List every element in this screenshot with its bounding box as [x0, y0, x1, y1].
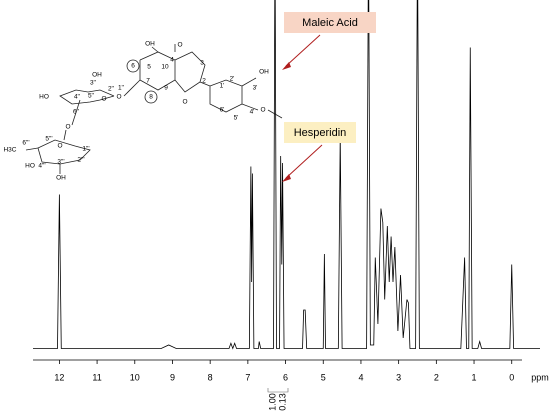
arrow [285, 34, 321, 67]
structure-label: 4'' [74, 94, 80, 101]
structure-label: 6' [220, 107, 225, 114]
x-tick-label: 4 [358, 372, 363, 382]
structure-label: O [260, 107, 265, 114]
integrals [267, 388, 289, 393]
structure-label: 6''' [22, 140, 29, 147]
structure-label: 4 [170, 57, 174, 64]
annotation-box [284, 122, 356, 143]
x-tick-label: 3 [396, 372, 401, 382]
structure-label: 4''' [38, 163, 45, 170]
structure-label: 5'' [88, 93, 94, 100]
integral-label: 1.00 [267, 393, 277, 411]
x-tick-label: 2 [434, 372, 439, 382]
structure-bonds [25, 44, 283, 174]
structure-label: 6'' [73, 109, 79, 116]
arrow-head [282, 174, 291, 182]
annotation-text: Hesperidin [294, 127, 347, 139]
structure-label: 10 [161, 64, 169, 71]
x-tick-label: 7 [245, 372, 250, 382]
structure-label: 3 [200, 60, 204, 67]
x-tick-label: 1 [472, 372, 477, 382]
structure-label: O [65, 124, 70, 131]
structure-label: OH [259, 69, 269, 76]
x-axis-label: ppm [531, 372, 549, 382]
arrow [285, 144, 323, 179]
x-tick-label: 0 [509, 372, 514, 382]
structure-label: 1'' [118, 85, 124, 92]
annotation-hesperidin: Hesperidin [282, 122, 356, 182]
x-tick-label: 9 [170, 372, 175, 382]
structure-label: 6 [131, 63, 135, 70]
structure-label: 7 [146, 78, 150, 85]
structure-label: 2 [202, 78, 206, 85]
structure-label: 1' [220, 83, 225, 90]
structure-label: OH [92, 72, 102, 79]
structure-label: 2''' [77, 157, 84, 164]
x-tick-label: 5 [321, 372, 326, 382]
structure-label: 3'' [90, 80, 96, 87]
structure-label: HO [39, 94, 49, 101]
integral-label: 0.13 [277, 393, 287, 411]
arrow-head [282, 62, 291, 70]
x-tick-label: 12 [54, 372, 64, 382]
structure-label: 5''' [45, 136, 52, 143]
structure-label: 1''' [82, 146, 89, 153]
annotation-maleic: Maleic Acid [282, 12, 376, 70]
structure-label: 2'' [108, 86, 114, 93]
x-tick-label: 8 [208, 372, 213, 382]
structure-label: OH [145, 41, 155, 48]
structure-label: 8 [149, 94, 153, 101]
structure-label: H3C [3, 147, 16, 154]
structure-label: 2' [230, 76, 235, 83]
spectrum-line [33, 0, 540, 350]
structure-label: 3''' [57, 159, 64, 166]
x-tick-label: 6 [283, 372, 288, 382]
structure-label: 5 [147, 64, 151, 71]
structure-label: OH [56, 175, 66, 182]
structure-label: O [57, 143, 62, 150]
structure-label: HO [25, 163, 35, 170]
structure-label: 3' [253, 85, 258, 92]
structure-label: O [177, 42, 182, 49]
annotation-text: Maleic Acid [302, 17, 358, 29]
structure-label: O [101, 96, 106, 103]
x-tick-label: 10 [130, 372, 140, 382]
structure-label: O [182, 99, 187, 106]
structure-label: O [116, 94, 121, 101]
structure-label: 9 [164, 85, 168, 92]
structure-label: 4' [250, 109, 255, 116]
x-tick-label: 11 [92, 372, 101, 382]
structure-label: 5' [234, 115, 239, 122]
annotation-box [284, 12, 376, 33]
